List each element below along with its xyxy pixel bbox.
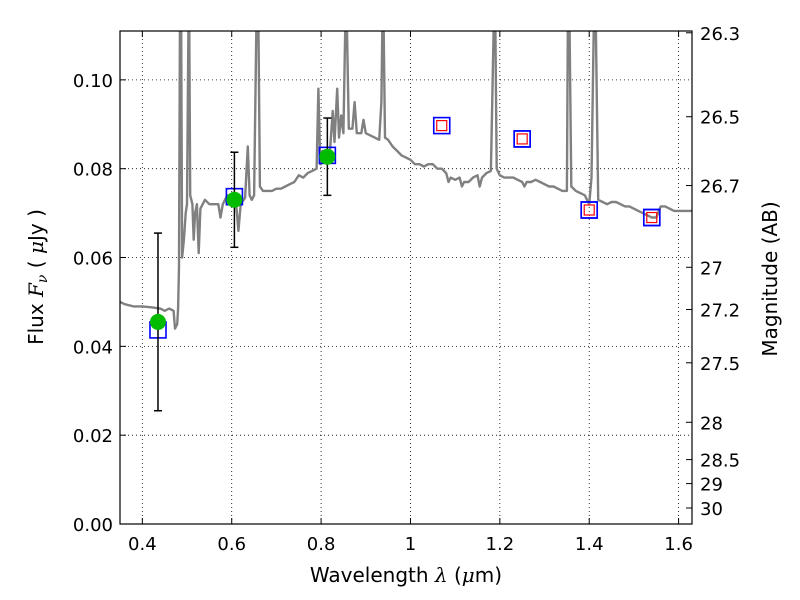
y-axis-label-unit-rest: Jy [24, 223, 48, 243]
y2-tick-label: 27.5 [700, 354, 740, 375]
observed-point [149, 313, 166, 330]
upper-limit-outer-marker [580, 201, 599, 219]
x-axis-label-unit-symbol: μ [462, 563, 475, 587]
y2-tick-label: 27.2 [700, 300, 740, 321]
upper-limit-inner-marker [516, 133, 528, 145]
x-tick-label: 0.6 [217, 534, 246, 555]
y-axis-label-unit-symbol: μ [24, 241, 48, 254]
y-tick-label: 0.08 [73, 160, 113, 181]
spectrum-layer [120, 31, 692, 330]
plot-frame [119, 30, 693, 525]
y2-tick-label: 27 [700, 258, 723, 279]
y2-tick-label: 29 [700, 475, 723, 496]
y2-tick-label: 28.5 [700, 451, 740, 472]
x-tick-label: 0.4 [128, 534, 157, 555]
upper-limit-inner-marker [646, 211, 658, 224]
y-tick-label: 0.06 [73, 249, 113, 270]
observed-point [319, 148, 336, 165]
y2-tick-label: 26.7 [700, 177, 740, 198]
y-axis-label-unit-close: ) [24, 209, 48, 217]
y2-tick-label: 26.5 [700, 108, 740, 129]
y-axis-label-subscript: ν [35, 274, 51, 283]
y-axis-label-symbol: F [24, 282, 48, 298]
x-tick-label: 1.2 [486, 534, 515, 555]
x-axis-label-unit: ( [448, 563, 462, 587]
upper-limit-inner-marker [436, 120, 448, 132]
y2-tick-label: 30 [700, 499, 723, 520]
y-axis-label-text: Flux [24, 303, 48, 345]
x-tick-label: 1.4 [575, 534, 604, 555]
y-tick-label: 0.02 [73, 426, 113, 447]
axis-layer: 0.4 0.6 0.8 1 1.2 1.4 1.6 0.00 0.02 0.04 0.06 0.08 0… [73, 24, 740, 555]
upper-limit-inner-marker [583, 204, 595, 216]
x-axis-label-unit-end: m) [475, 563, 502, 587]
y2-axis-label: Magnitude (AB) [758, 201, 782, 356]
upper-limit-outer-marker [513, 130, 531, 148]
y-tick-label: 0.00 [73, 515, 113, 536]
x-axis-label-text: Wavelength [310, 563, 429, 587]
upper-limit-outer-marker [432, 116, 451, 135]
observed-point [226, 191, 243, 208]
x-tick-label: 0.8 [307, 534, 336, 555]
plot-area [120, 31, 692, 524]
x-tick-label: 1 [405, 534, 416, 555]
x-axis-label: Wavelength λ (μm) [310, 563, 502, 587]
model-spectrum-line [120, 31, 692, 330]
upper-limit-outer-marker [642, 208, 661, 227]
x-tick-label: 1.6 [664, 534, 693, 555]
x-axis-label-symbol: λ [434, 563, 448, 587]
y2-tick-label: 28 [700, 413, 723, 434]
y-axis-label: Flux Fν ( μJy ) [24, 209, 51, 345]
y-tick-label: 0.04 [73, 337, 113, 358]
y2-tick-label: 26.3 [700, 24, 740, 45]
y-tick-label: 0.10 [73, 71, 113, 92]
marker-layer [149, 116, 661, 412]
y-axis-label-unit-open: ( [24, 260, 48, 268]
